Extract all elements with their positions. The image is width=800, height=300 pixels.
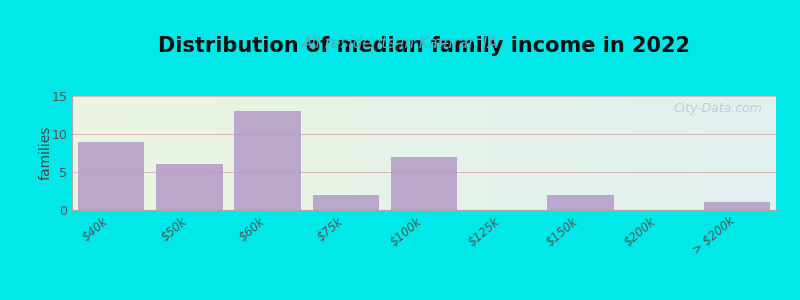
- Y-axis label: families: families: [38, 126, 53, 180]
- Bar: [704, 202, 770, 210]
- Bar: [390, 157, 458, 210]
- Text: City-Data.com: City-Data.com: [673, 102, 762, 115]
- Bar: [156, 164, 222, 210]
- Bar: [313, 195, 379, 210]
- Bar: [78, 142, 144, 210]
- Bar: [234, 111, 301, 210]
- Text: All residents in Kamrar, IA: All residents in Kamrar, IA: [302, 36, 498, 51]
- Title: Distribution of median family income in 2022: Distribution of median family income in …: [158, 36, 690, 56]
- Bar: [547, 195, 614, 210]
